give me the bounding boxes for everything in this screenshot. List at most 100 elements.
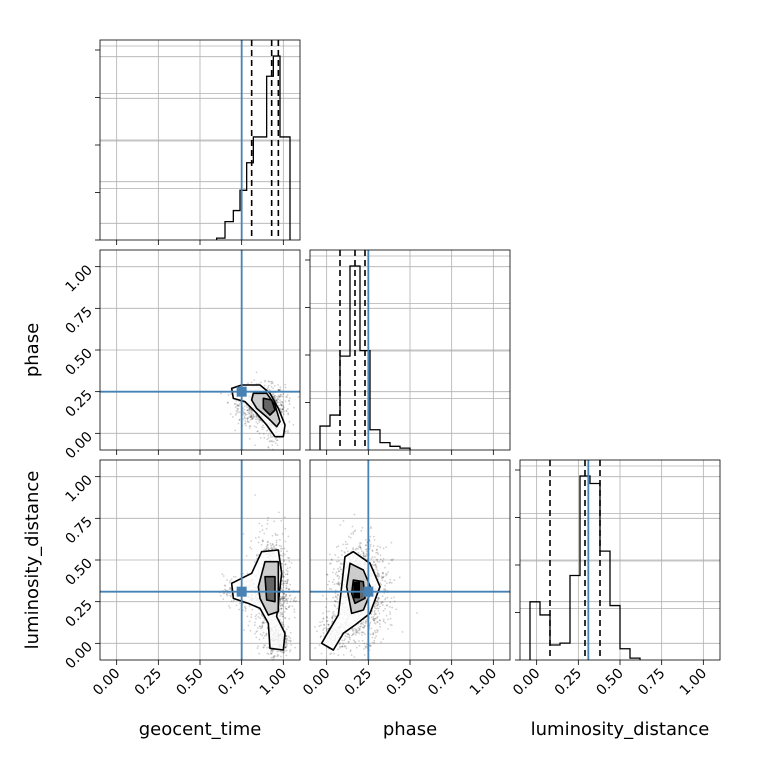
scatter-point bbox=[267, 540, 269, 543]
scatter-point bbox=[244, 606, 247, 609]
scatter-point bbox=[275, 541, 278, 544]
scatter-point bbox=[376, 621, 378, 623]
scatter-point bbox=[279, 409, 282, 412]
scatter-point bbox=[378, 605, 381, 608]
scatter-point bbox=[389, 617, 392, 620]
scatter-point bbox=[269, 652, 272, 655]
scatter-point bbox=[279, 597, 282, 600]
scatter-point bbox=[374, 602, 377, 605]
scatter-point bbox=[228, 581, 231, 584]
scatter-point bbox=[377, 601, 380, 604]
scatter-point bbox=[284, 580, 287, 583]
scatter-point bbox=[281, 664, 283, 666]
scatter-point bbox=[279, 388, 282, 391]
scatter-point bbox=[289, 649, 292, 651]
scatter-point bbox=[375, 549, 378, 551]
scatter-point bbox=[380, 602, 383, 605]
scatter-point bbox=[277, 401, 280, 404]
scatter-point bbox=[344, 645, 347, 648]
scatter-point bbox=[287, 412, 290, 415]
scatter-point bbox=[325, 629, 328, 632]
scatter-point bbox=[249, 408, 252, 411]
scatter-point bbox=[323, 624, 326, 626]
scatter-point bbox=[260, 627, 263, 629]
scatter-point bbox=[323, 627, 325, 630]
scatter-point bbox=[238, 403, 241, 405]
scatter-point bbox=[350, 634, 353, 637]
scatter-point bbox=[334, 596, 337, 599]
scatter-point bbox=[379, 558, 382, 561]
scatter-point bbox=[270, 385, 273, 388]
scatter-point bbox=[258, 536, 260, 539]
scatter-point bbox=[286, 550, 288, 553]
scatter-point bbox=[279, 395, 282, 398]
scatter-point bbox=[285, 607, 288, 610]
scatter-point bbox=[249, 416, 252, 419]
scatter-point bbox=[282, 576, 285, 579]
scatter-point bbox=[386, 604, 389, 607]
scatter-point bbox=[377, 596, 380, 599]
x-tick-label: 0.25 bbox=[552, 666, 585, 699]
scatter-point bbox=[237, 411, 239, 414]
contour-level-1 bbox=[230, 384, 286, 438]
scatter-point bbox=[281, 615, 284, 618]
scatter-point bbox=[257, 541, 260, 544]
scatter-point bbox=[337, 545, 340, 548]
scatter-point bbox=[286, 587, 288, 590]
scatter-point bbox=[344, 638, 346, 640]
scatter-point bbox=[416, 612, 419, 614]
scatter-point bbox=[287, 431, 289, 434]
scatter-point bbox=[343, 645, 346, 648]
scatter-point bbox=[378, 612, 381, 615]
scatter-point bbox=[254, 615, 257, 618]
scatter-point bbox=[384, 580, 387, 583]
scatter-point bbox=[371, 641, 374, 644]
scatter-point bbox=[286, 573, 289, 576]
scatter-point bbox=[354, 548, 357, 551]
scatter-point bbox=[280, 404, 283, 406]
scatter-point bbox=[358, 627, 361, 630]
scatter-point bbox=[274, 397, 277, 399]
scatter-point bbox=[337, 648, 339, 651]
axis-labels: 0.00 0.25 0.50 0.75 1.00 0.00 0.25 0.50 0.75 1.00… bbox=[22, 240, 710, 740]
scatter-point bbox=[339, 645, 342, 648]
scatter-point bbox=[280, 650, 283, 653]
scatter-point bbox=[266, 546, 269, 549]
scatter-point bbox=[284, 595, 286, 598]
scatter-point bbox=[272, 387, 274, 390]
scatter-point bbox=[363, 642, 366, 645]
scatter-point bbox=[369, 545, 372, 548]
scatter-point bbox=[287, 597, 289, 600]
scatter-point bbox=[264, 644, 267, 647]
scatter-point bbox=[281, 595, 284, 598]
scatter-point bbox=[265, 632, 268, 635]
scatter-point bbox=[335, 546, 338, 548]
scatter-point bbox=[384, 588, 387, 591]
scatter-point bbox=[281, 408, 284, 411]
scatter-point bbox=[285, 593, 288, 596]
x-tick-label: 0.75 bbox=[215, 666, 248, 699]
scatter-point bbox=[376, 600, 379, 603]
scatter-point bbox=[285, 598, 288, 601]
scatter-point bbox=[361, 550, 363, 553]
scatter-point bbox=[251, 410, 253, 412]
scatter-point bbox=[286, 582, 289, 585]
scatter-point bbox=[242, 418, 245, 420]
scatter-point bbox=[279, 386, 282, 388]
scatter-point bbox=[357, 545, 360, 548]
scatter-point bbox=[281, 599, 284, 602]
scatter-point bbox=[376, 548, 378, 551]
scatter-point bbox=[280, 401, 282, 403]
scatter-point bbox=[262, 622, 265, 624]
scatter-point bbox=[275, 398, 278, 401]
scatter-point bbox=[348, 634, 351, 636]
scatter-point bbox=[378, 597, 381, 600]
scatter-point bbox=[382, 547, 385, 550]
scatter-point bbox=[364, 621, 367, 623]
scatter-point bbox=[364, 633, 366, 636]
scatter-point bbox=[362, 551, 365, 554]
scatter-point bbox=[343, 550, 346, 553]
scatter-point bbox=[376, 615, 379, 618]
scatter-point bbox=[278, 396, 280, 399]
scatter-point bbox=[252, 413, 255, 416]
